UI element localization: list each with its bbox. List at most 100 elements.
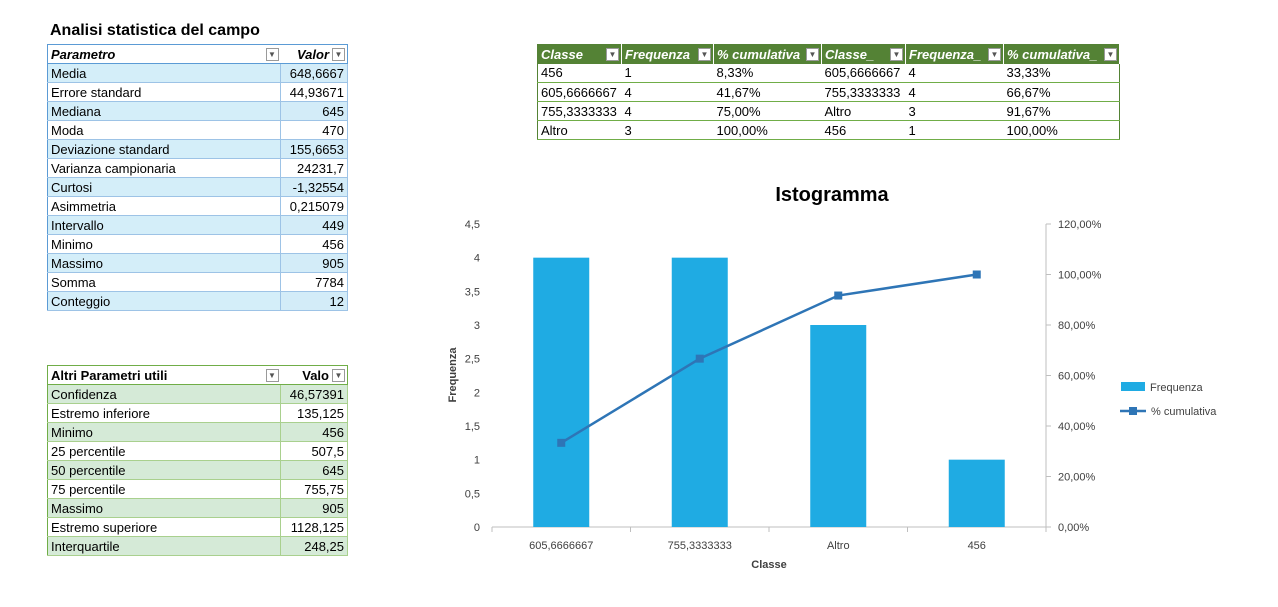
parameter-name-cell[interactable]: Interquartile — [47, 536, 281, 556]
other-param-row: Confidenza 46,57391 — [47, 384, 348, 404]
column-header-valore[interactable]: Valor ▼ — [280, 44, 348, 64]
parameter-name-cell[interactable]: Moda — [47, 120, 281, 140]
frequency-cell[interactable]: 91,67% — [1003, 101, 1120, 121]
parameter-name-cell[interactable]: 50 percentile — [47, 460, 281, 480]
point-cumulativa[interactable] — [557, 438, 566, 447]
filter-dropdown-icon[interactable]: ▼ — [265, 369, 279, 382]
frequency-cell[interactable]: 3 — [621, 120, 714, 140]
frequency-cell[interactable]: 100,00% — [713, 120, 822, 140]
parameter-name-cell[interactable]: Minimo — [47, 422, 281, 442]
frequency-cell[interactable]: 1 — [621, 63, 714, 83]
column-header-freq-5[interactable]: % cumulativa_ ▼ — [1003, 44, 1120, 64]
frequency-cell[interactable]: 75,00% — [713, 101, 822, 121]
y2-tick-label: 0,00% — [1058, 522, 1089, 534]
frequency-cell[interactable]: 605,6666667 — [537, 82, 622, 102]
filter-dropdown-icon[interactable]: ▼ — [265, 48, 279, 61]
frequency-cell[interactable]: 605,6666667 — [821, 63, 906, 83]
parameter-value-cell[interactable]: 155,6653 — [280, 139, 348, 159]
parameter-name-cell[interactable]: Massimo — [47, 498, 281, 518]
column-header-altri-parametri[interactable]: Altri Parametri utili ▼ — [47, 365, 281, 385]
parameter-value-cell[interactable]: 755,75 — [280, 479, 348, 499]
parameter-value-cell[interactable]: 905 — [280, 253, 348, 273]
parameter-name-cell[interactable]: Asimmetria — [47, 196, 281, 216]
parameter-value-cell[interactable]: 449 — [280, 215, 348, 235]
frequency-cell[interactable]: 33,33% — [1003, 63, 1120, 83]
filter-dropdown-icon[interactable]: ▼ — [890, 48, 903, 61]
filter-dropdown-icon[interactable]: ▼ — [332, 369, 345, 382]
parameter-name-cell[interactable]: 75 percentile — [47, 479, 281, 499]
frequency-cell[interactable]: 1 — [905, 120, 1004, 140]
parameter-value-cell[interactable]: 1128,125 — [280, 517, 348, 537]
frequency-cell[interactable]: 456 — [821, 120, 906, 140]
parameter-name-cell[interactable]: 25 percentile — [47, 441, 281, 461]
filter-dropdown-icon[interactable]: ▼ — [606, 48, 619, 61]
parameter-value-cell[interactable]: 0,215079 — [280, 196, 348, 216]
column-header-freq-1[interactable]: Frequenza ▼ — [621, 44, 714, 64]
filter-dropdown-icon[interactable]: ▼ — [332, 48, 345, 61]
parameter-name-cell[interactable]: Conteggio — [47, 291, 281, 311]
parameter-value-cell[interactable]: -1,32554 — [280, 177, 348, 197]
line-cumulativa[interactable] — [560, 273, 977, 444]
frequency-cell[interactable]: 41,67% — [713, 82, 822, 102]
frequency-cell[interactable]: 8,33% — [713, 63, 822, 83]
parameter-value-cell[interactable]: 135,125 — [280, 403, 348, 423]
filter-dropdown-icon[interactable]: ▼ — [806, 48, 819, 61]
column-header-freq-0[interactable]: Classe ▼ — [537, 44, 622, 64]
parameter-value-cell[interactable]: 24231,7 — [280, 158, 348, 178]
bar-frequenza[interactable] — [671, 257, 728, 527]
frequency-cell[interactable]: 4 — [621, 101, 714, 121]
parameter-value-cell[interactable]: 905 — [280, 498, 348, 518]
parameter-name-cell[interactable]: Estremo inferiore — [47, 403, 281, 423]
parameter-name-cell[interactable]: Intervallo — [47, 215, 281, 235]
frequency-cell[interactable]: 755,3333333 — [821, 82, 906, 102]
parameter-value-cell[interactable]: 46,57391 — [280, 384, 348, 404]
parameter-name-cell[interactable]: Somma — [47, 272, 281, 292]
parameter-name-cell[interactable]: Media — [47, 63, 281, 83]
parameter-name-cell[interactable]: Confidenza — [47, 384, 281, 404]
filter-dropdown-icon[interactable]: ▼ — [988, 48, 1001, 61]
parameter-name-cell[interactable]: Deviazione standard — [47, 139, 281, 159]
column-header-valore[interactable]: Valo ▼ — [280, 365, 348, 385]
parameter-value-cell[interactable]: 456 — [280, 234, 348, 254]
column-header-parametro[interactable]: Parametro ▼ — [47, 44, 281, 64]
frequency-cell[interactable]: 100,00% — [1003, 120, 1120, 140]
frequency-cell[interactable]: 4 — [905, 63, 1004, 83]
frequency-cell[interactable]: 66,67% — [1003, 82, 1120, 102]
parameter-name-cell[interactable]: Varianza campionaria — [47, 158, 281, 178]
parameter-value-cell[interactable]: 44,93671 — [280, 82, 348, 102]
parameter-value-cell[interactable]: 648,6667 — [280, 63, 348, 83]
frequency-cell[interactable]: 4 — [621, 82, 714, 102]
frequency-cell[interactable]: 755,3333333 — [537, 101, 622, 121]
frequency-cell[interactable]: 456 — [537, 63, 622, 83]
column-header-freq-4[interactable]: Frequenza_ ▼ — [905, 44, 1004, 64]
legend-swatch-frequenza — [1121, 382, 1145, 391]
parameter-value-cell[interactable]: 645 — [280, 460, 348, 480]
parameter-name-cell[interactable]: Estremo superiore — [47, 517, 281, 537]
frequency-cell[interactable]: 3 — [905, 101, 1004, 121]
parameter-name-cell[interactable]: Minimo — [47, 234, 281, 254]
frequency-cell[interactable]: Altro — [537, 120, 622, 140]
bar-frequenza[interactable] — [810, 325, 867, 527]
parameter-value-cell[interactable]: 470 — [280, 120, 348, 140]
column-header-freq-3[interactable]: Classe_ ▼ — [821, 44, 906, 64]
point-cumulativa[interactable] — [695, 354, 704, 363]
frequency-cell[interactable]: 4 — [905, 82, 1004, 102]
bar-frequenza[interactable] — [533, 257, 590, 527]
bar-frequenza[interactable] — [948, 459, 1005, 527]
point-cumulativa[interactable] — [972, 270, 981, 279]
parameter-value-cell[interactable]: 645 — [280, 101, 348, 121]
parameter-name-cell[interactable]: Curtosi — [47, 177, 281, 197]
frequency-cell[interactable]: Altro — [821, 101, 906, 121]
point-cumulativa[interactable] — [834, 291, 843, 300]
column-header-freq-2[interactable]: % cumulativa ▼ — [713, 44, 822, 64]
filter-dropdown-icon[interactable]: ▼ — [698, 48, 711, 61]
parameter-name-cell[interactable]: Massimo — [47, 253, 281, 273]
parameter-name-cell[interactable]: Errore standard — [47, 82, 281, 102]
filter-dropdown-icon[interactable]: ▼ — [1104, 48, 1117, 61]
parameter-value-cell[interactable]: 12 — [280, 291, 348, 311]
parameter-name-cell[interactable]: Mediana — [47, 101, 281, 121]
parameter-value-cell[interactable]: 248,25 — [280, 536, 348, 556]
parameter-value-cell[interactable]: 7784 — [280, 272, 348, 292]
parameter-value-cell[interactable]: 507,5 — [280, 441, 348, 461]
parameter-value-cell[interactable]: 456 — [280, 422, 348, 442]
